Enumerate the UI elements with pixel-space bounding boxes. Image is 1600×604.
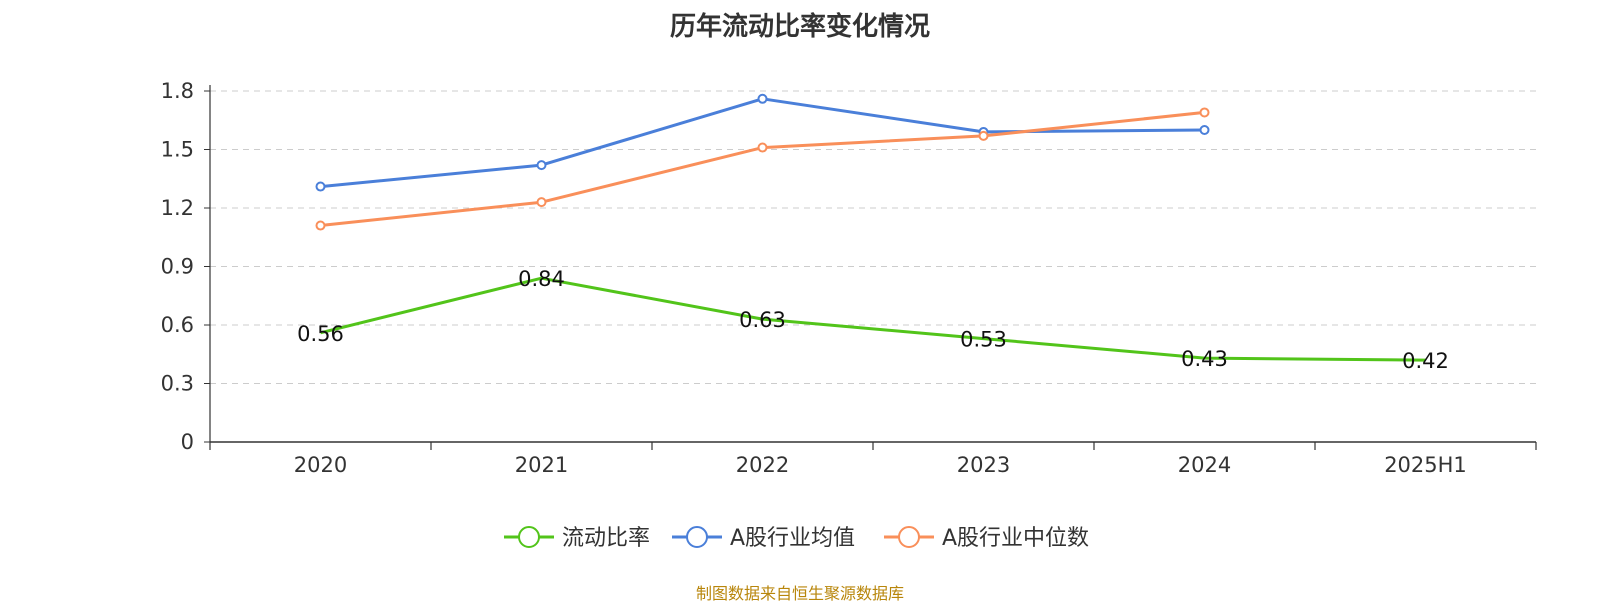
axes: 0 0.3 0.6 0.9 1.2 1.5 1.8 2020 2021 2022 2023 2024 2… xyxy=(161,79,1537,477)
legend-circle-icon xyxy=(686,526,708,548)
legend-item-2: A股行业中位数 xyxy=(884,526,1089,551)
legend-item-0: 流动比率 xyxy=(504,526,650,551)
x-tick-label: 2024 xyxy=(1178,453,1231,477)
y-tick-label: 1.5 xyxy=(161,138,194,162)
series-line-0 xyxy=(320,276,1426,362)
legend-label: A股行业均值 xyxy=(730,526,855,551)
x-tick-label: 2022 xyxy=(736,453,789,477)
x-tick-label: 2020 xyxy=(294,453,347,477)
y-tick-label: 0.9 xyxy=(161,255,194,279)
y-tick-label: 0.3 xyxy=(161,372,194,396)
legend: 流动比率 A股行业均值 A股行业中位数 xyxy=(504,526,1089,551)
series-line-2 xyxy=(320,110,1205,227)
x-tick-label: 2021 xyxy=(515,453,568,477)
chart-title: 历年流动比率变化情况 xyxy=(669,12,930,42)
data-label: 0.63 xyxy=(739,308,786,332)
data-point xyxy=(978,130,989,141)
data-label: 0.43 xyxy=(1181,347,1228,371)
y-tick-label: 1.2 xyxy=(161,196,194,220)
data-label: 0.56 xyxy=(297,322,344,346)
legend-circle-icon xyxy=(898,526,920,548)
data-point xyxy=(536,197,547,208)
data-point xyxy=(315,220,326,231)
y-tick-label: 1.8 xyxy=(161,79,194,103)
legend-label: A股行业中位数 xyxy=(942,526,1089,551)
series-group xyxy=(315,93,1426,362)
legend-circle-icon xyxy=(518,526,540,548)
data-point xyxy=(1199,107,1210,118)
legend-item-1: A股行业均值 xyxy=(672,526,855,551)
data-point xyxy=(757,142,768,153)
y-tick-label: 0.6 xyxy=(161,313,194,337)
data-point xyxy=(1199,125,1210,135)
data-label: 0.84 xyxy=(518,267,565,291)
data-point xyxy=(536,160,547,171)
data-label: 0.42 xyxy=(1402,349,1449,373)
source-note: 制图数据来自恒生聚源数据库 xyxy=(695,584,904,603)
x-tick-label: 2023 xyxy=(957,453,1010,477)
y-tick-label: 0 xyxy=(181,430,194,454)
data-labels: 0.56 0.84 0.63 0.53 0.43 0.42 xyxy=(297,267,1449,373)
grid-lines xyxy=(210,90,1536,384)
data-point xyxy=(315,181,326,192)
x-tick-label: 2025H1 xyxy=(1384,453,1467,477)
data-label: 0.53 xyxy=(960,328,1007,352)
data-point xyxy=(757,93,768,104)
legend-label: 流动比率 xyxy=(562,526,650,551)
